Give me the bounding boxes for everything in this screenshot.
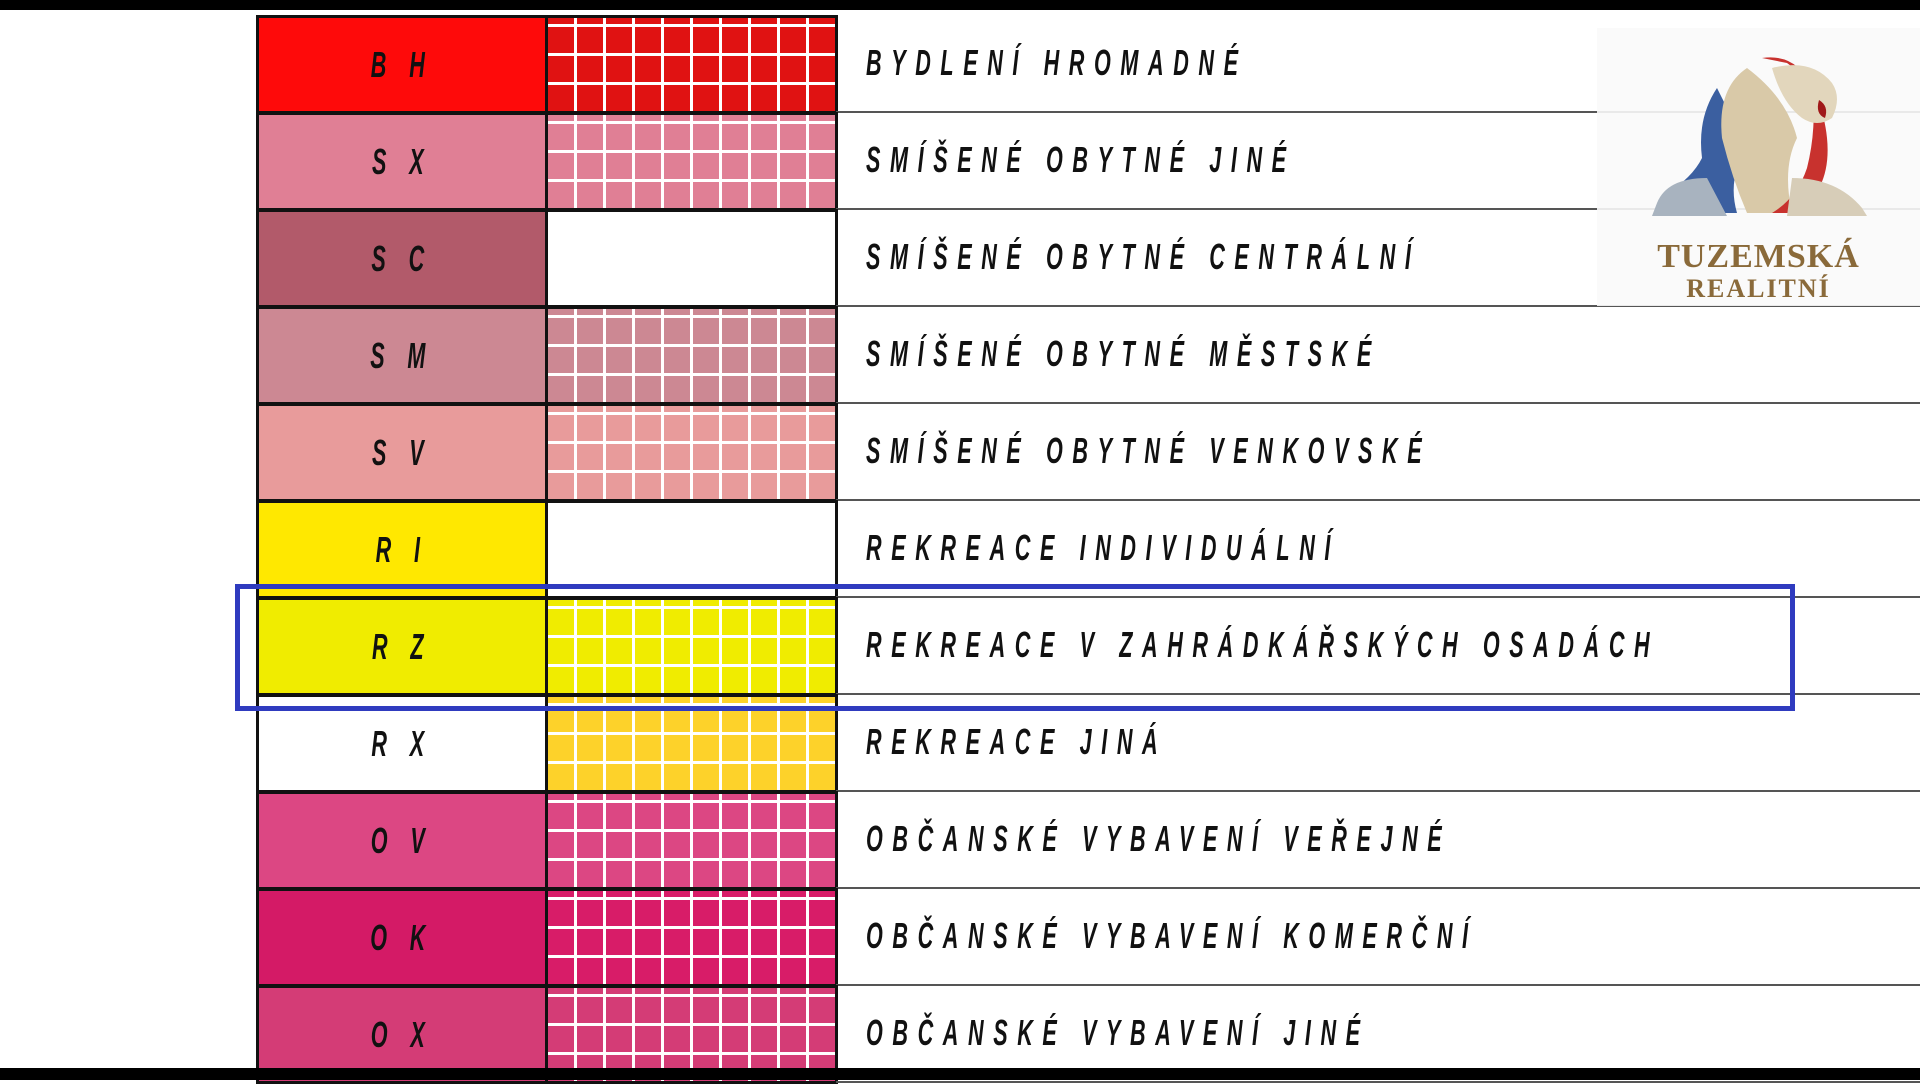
- legend-label-cell: OBČANSKÉ VYBAVENÍ VEŘEJNÉ: [836, 791, 1920, 889]
- legend-label: REKREACE INDIVIDUÁLNÍ: [866, 527, 1341, 568]
- legend-label: SMÍŠENÉ OBYTNÉ VENKOVSKÉ: [866, 430, 1432, 471]
- brand-logo: TUZEMSKÁ REALITNÍ: [1597, 28, 1920, 306]
- legend-label: REKREACE JINÁ: [866, 721, 1168, 762]
- legend-pattern-swatch: [545, 112, 838, 211]
- legend-row: R Z REKREACE V ZAHRÁDKÁŘSKÝCH OSADÁCH: [256, 597, 1920, 696]
- legend-label-cell: SMÍŠENÉ OBYTNÉ VENKOVSKÉ: [836, 403, 1920, 501]
- legend-label: OBČANSKÉ VYBAVENÍ KOMERČNÍ: [866, 915, 1478, 956]
- legend-code-swatch: S C: [256, 209, 545, 308]
- legend-label: OBČANSKÉ VYBAVENÍ VEŘEJNÉ: [866, 818, 1452, 859]
- legend-code: S V: [371, 431, 433, 473]
- legend-label: BYDLENÍ HROMADNÉ: [866, 42, 1248, 83]
- legend-code-swatch: S M: [256, 306, 545, 405]
- legend-label: OBČANSKÉ VYBAVENÍ JINÉ: [866, 1012, 1370, 1053]
- legend-label: SMÍŠENÉ OBYTNÉ CENTRÁLNÍ: [866, 236, 1421, 277]
- legend-label-cell: BYDLENÍ HROMADNÉ: [836, 15, 1920, 113]
- legend-code-swatch: R Z: [256, 597, 545, 696]
- legend-code: S M: [370, 334, 434, 376]
- logo-text-line1: TUZEMSKÁ: [1657, 238, 1860, 275]
- top-black-bar: [0, 0, 1920, 10]
- legend-code-swatch: O V: [256, 791, 545, 890]
- legend-row: S V SMÍŠENÉ OBYTNÉ VENKOVSKÉ: [256, 403, 1920, 502]
- legend-row: O K OBČANSKÉ VYBAVENÍ KOMERČNÍ: [256, 888, 1920, 987]
- legend-pattern-swatch: [545, 791, 838, 890]
- legend-pattern-swatch: [545, 888, 838, 987]
- legend-pattern-swatch: [545, 209, 838, 308]
- legend-pattern-swatch: [545, 403, 838, 502]
- legend-row: O X OBČANSKÉ VYBAVENÍ JINÉ: [256, 985, 1920, 1084]
- legend-code: O X: [370, 1013, 434, 1055]
- legend-code-swatch: O K: [256, 888, 545, 987]
- legend-label-cell: REKREACE V ZAHRÁDKÁŘSKÝCH OSADÁCH: [836, 597, 1920, 695]
- legend-code: R I: [375, 528, 429, 570]
- bottom-black-bar: [0, 1068, 1920, 1080]
- legend-label: SMÍŠENÉ OBYTNÉ MĚSTSKÉ: [866, 333, 1381, 374]
- legend-code-swatch: S X: [256, 112, 545, 211]
- logo-text-line2: REALITNÍ: [1686, 274, 1831, 303]
- legend-code: S C: [371, 237, 433, 279]
- legend-pattern-swatch: [545, 597, 838, 696]
- legend-code-swatch: B H: [256, 15, 545, 114]
- legend-code: O K: [370, 916, 434, 958]
- legend-code: O V: [370, 819, 434, 861]
- legend-code-swatch: S V: [256, 403, 545, 502]
- legend-label-cell: SMÍŠENÉ OBYTNÉ JINÉ: [836, 112, 1920, 210]
- legend-row: S M SMÍŠENÉ OBYTNÉ MĚSTSKÉ: [256, 306, 1920, 405]
- legend-label: REKREACE V ZAHRÁDKÁŘSKÝCH OSADÁCH: [866, 624, 1660, 665]
- legend-label-cell: REKREACE JINÁ: [836, 694, 1920, 792]
- legend-code: R X: [371, 722, 433, 764]
- legend-row: S X SMÍŠENÉ OBYTNÉ JINÉ: [256, 112, 1920, 211]
- legend-pattern-swatch: [545, 15, 838, 114]
- legend-pattern-swatch: [545, 985, 838, 1084]
- legend-label-cell: OBČANSKÉ VYBAVENÍ KOMERČNÍ: [836, 888, 1920, 986]
- legend-code: R Z: [372, 625, 432, 667]
- legend-label-cell: SMÍŠENÉ OBYTNÉ CENTRÁLNÍ: [836, 209, 1920, 307]
- legend-pattern-swatch: [545, 306, 838, 405]
- legend-code: B H: [370, 43, 434, 85]
- legend-label-cell: REKREACE INDIVIDUÁLNÍ: [836, 500, 1920, 598]
- lion-logo-icon: [1652, 57, 1867, 216]
- legend-label-cell: SMÍŠENÉ OBYTNÉ MĚSTSKÉ: [836, 306, 1920, 404]
- highlight-box: [235, 584, 1795, 711]
- legend-row: R I REKREACE INDIVIDUÁLNÍ: [256, 500, 1920, 599]
- legend-code: S X: [371, 140, 433, 182]
- legend-label: SMÍŠENÉ OBYTNÉ JINÉ: [866, 139, 1296, 180]
- legend-row: O V OBČANSKÉ VYBAVENÍ VEŘEJNÉ: [256, 791, 1920, 890]
